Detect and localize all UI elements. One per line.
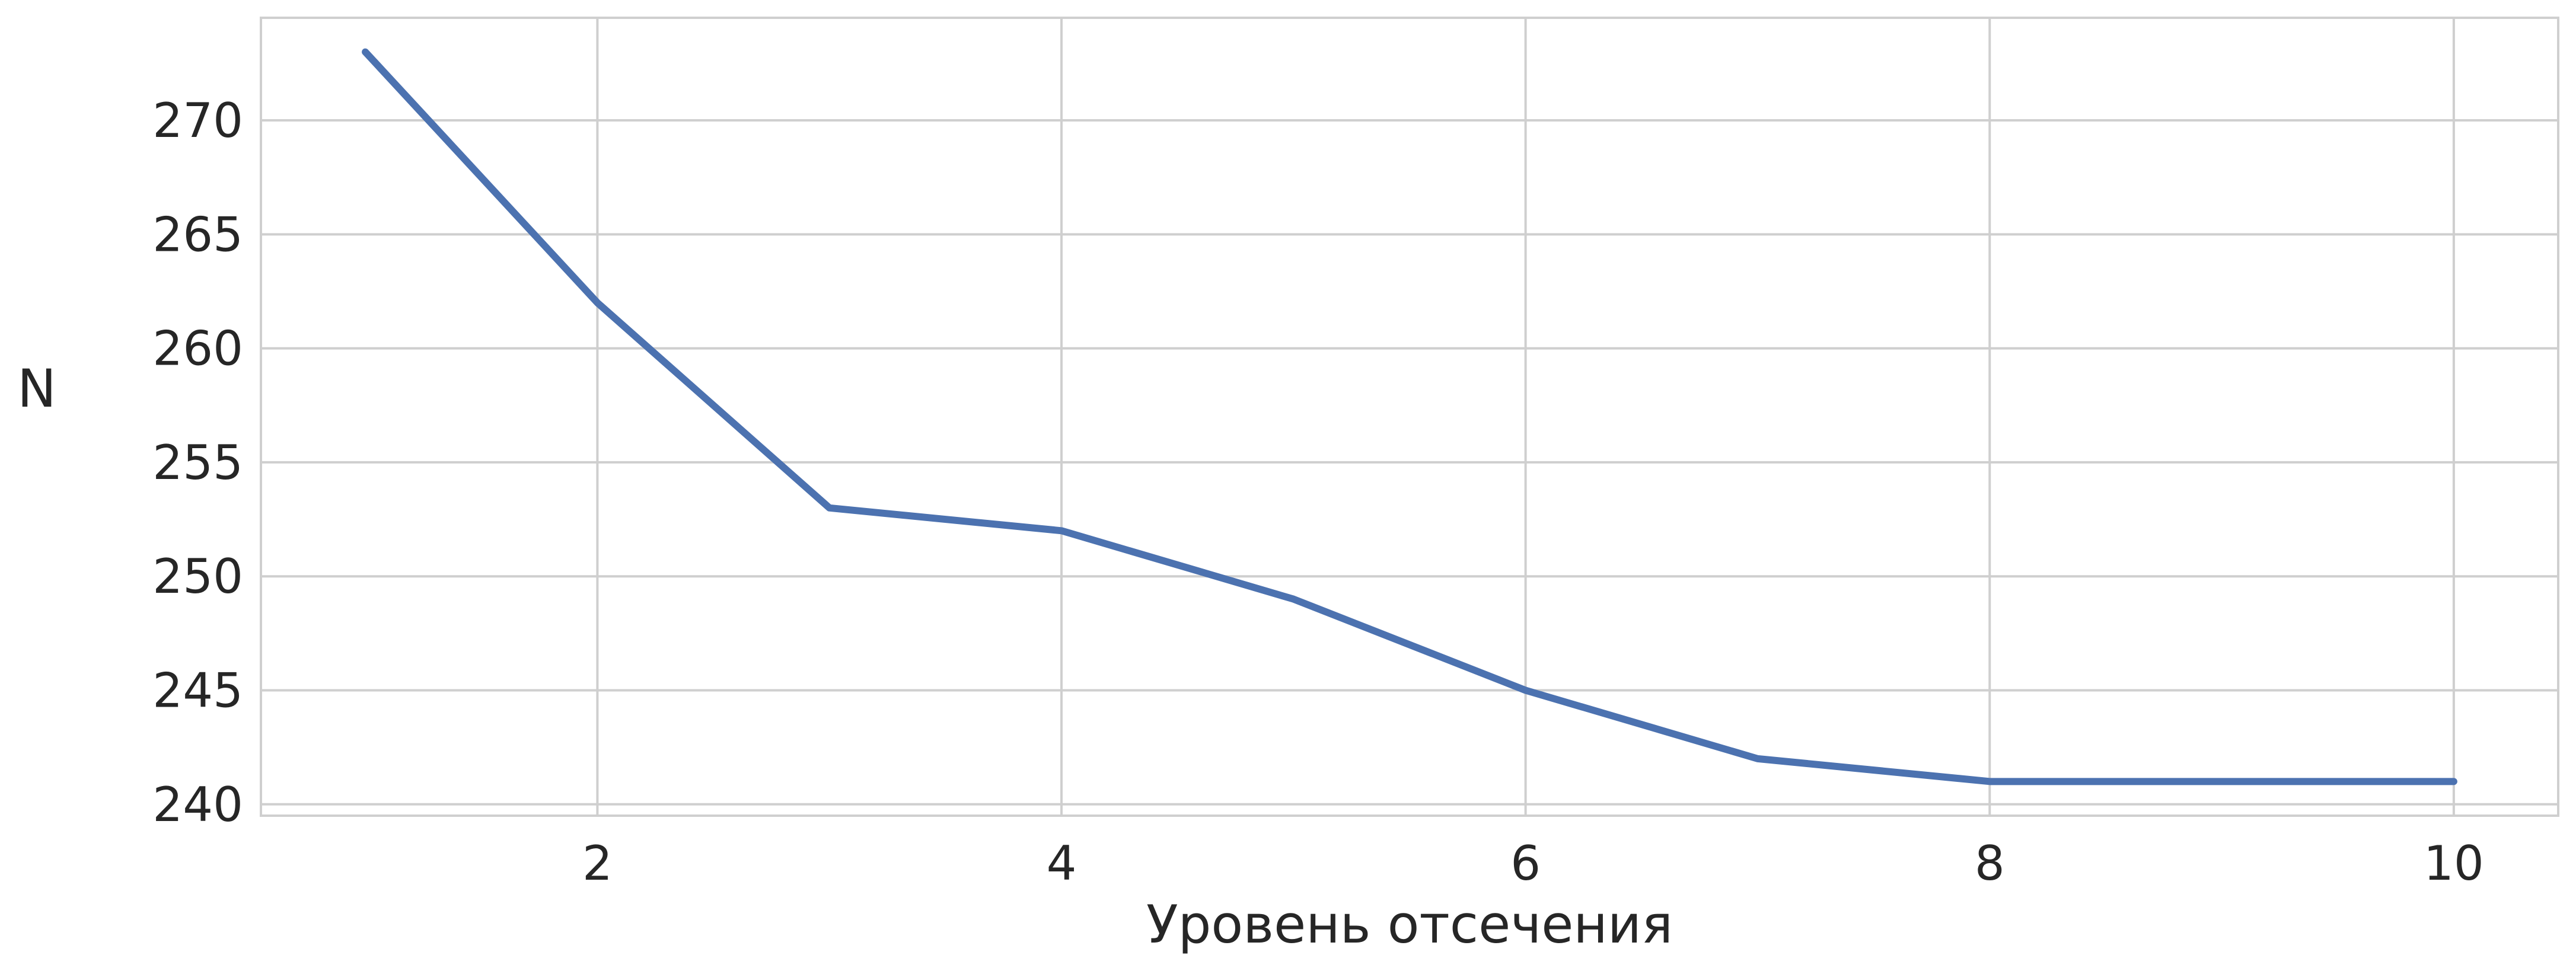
x-tick-label: 6 [1510, 836, 1541, 891]
plot-frame [260, 17, 2559, 817]
grid [261, 18, 2558, 816]
y-tick-label: 260 [152, 321, 243, 376]
x-tick-label: 4 [1047, 836, 1077, 891]
series-line-0 [362, 48, 2457, 785]
y-tick-label: 245 [152, 663, 243, 718]
x-tick-label: 8 [1975, 836, 2005, 891]
x-tick-label: 10 [2424, 836, 2484, 891]
y-tick-label: 255 [152, 435, 243, 490]
y-tick-label: 265 [152, 207, 243, 262]
y-tick-label: 240 [152, 777, 243, 832]
y-axis-label: N [17, 358, 56, 419]
y-tick-labels: 240 245 250 255 260 265 270 [152, 93, 243, 832]
x-tick-labels: 2 4 6 8 10 [582, 836, 2484, 891]
x-axis-label: Уровень отсечения [1146, 894, 1673, 955]
y-tick-label: 250 [152, 549, 243, 604]
y-tick-label: 270 [152, 93, 243, 148]
series-layer [362, 48, 2457, 785]
x-tick-label: 2 [582, 836, 613, 891]
